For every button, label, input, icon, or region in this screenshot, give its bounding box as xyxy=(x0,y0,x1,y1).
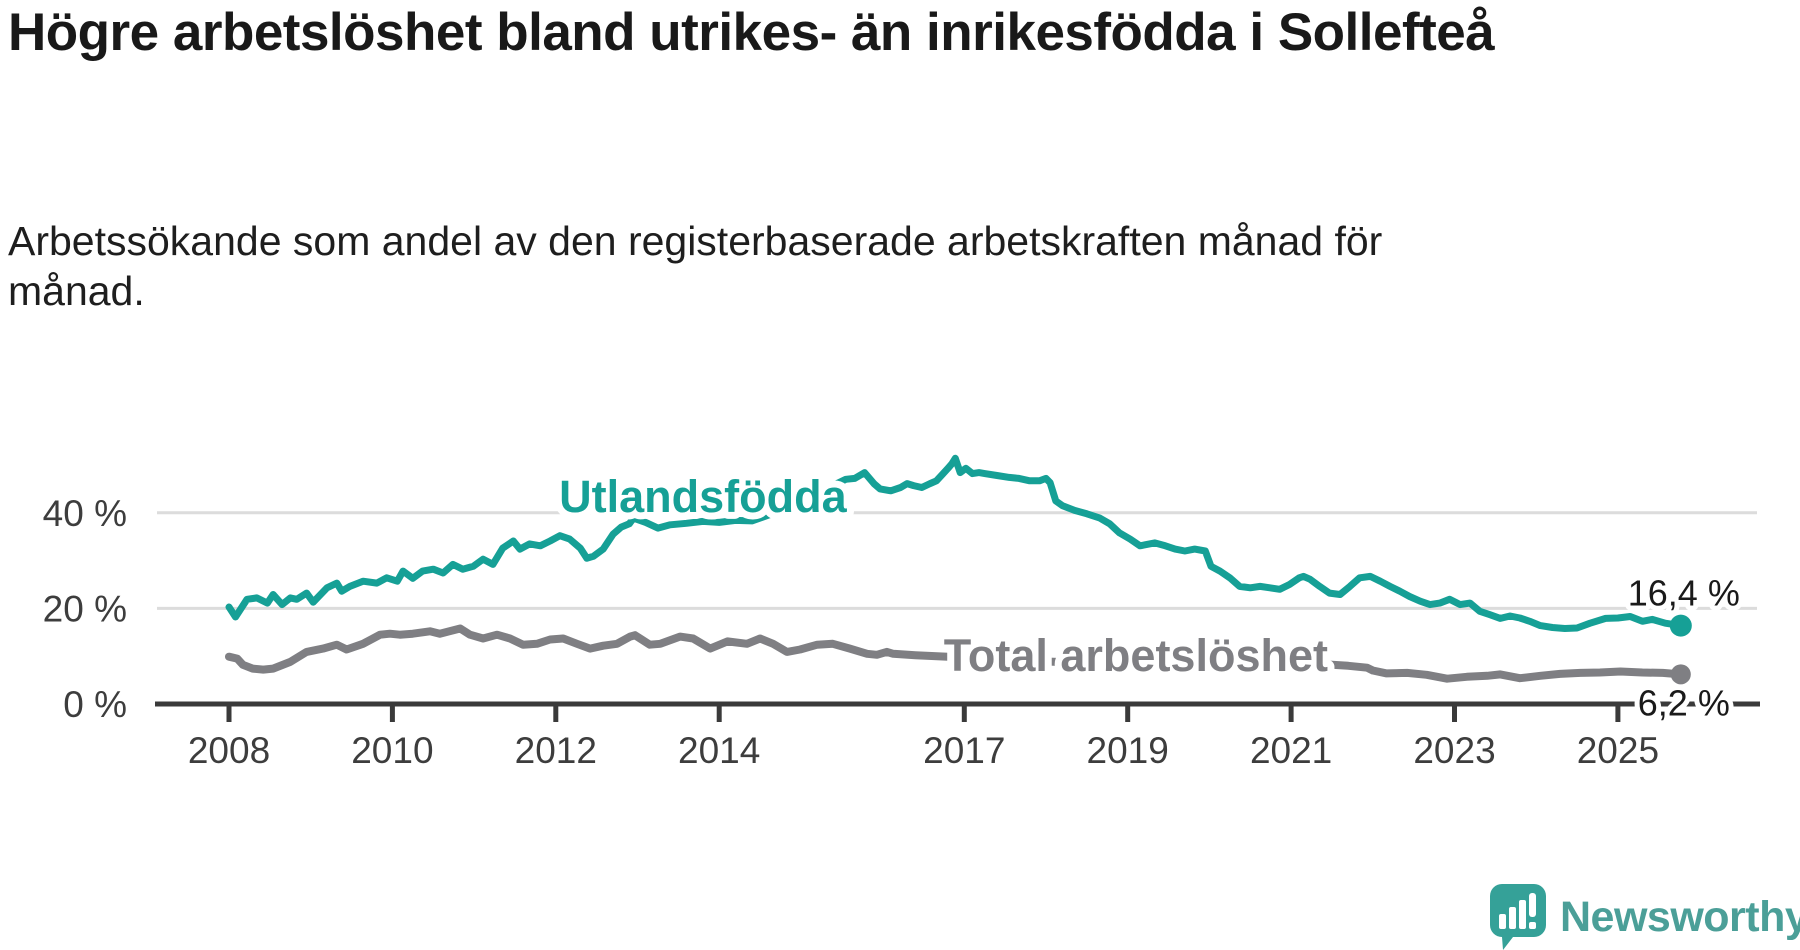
y-tick-label-0: 0 % xyxy=(63,684,127,725)
exclamation-bar xyxy=(1529,893,1536,917)
x-tick-label-2021: 2021 xyxy=(1250,730,1332,771)
bar-tall xyxy=(1519,900,1526,929)
end-dot-utlandsfodda xyxy=(1669,614,1692,637)
speech-bubble-shape xyxy=(1490,884,1546,950)
x-tick-label-2025: 2025 xyxy=(1577,730,1659,771)
x-tick-label-2012: 2012 xyxy=(515,730,597,771)
exclamation-dot xyxy=(1529,922,1536,929)
x-tick-label-2010: 2010 xyxy=(351,730,433,771)
end-value-label-total: 6,2 % xyxy=(1638,682,1730,723)
end-value-label-utlandsfodda: 16,4 % xyxy=(1628,573,1740,614)
y-tick-label-40: 40 % xyxy=(43,493,127,534)
x-tick-label-2014: 2014 xyxy=(678,730,760,771)
end-dot-total xyxy=(1670,664,1691,685)
series-label-total: Total arbetslöshet xyxy=(944,630,1328,681)
chart-title: Högre arbetslöshet bland utrikes- än inr… xyxy=(8,3,1495,62)
newsworthy-bubble-icon xyxy=(1490,884,1546,950)
x-tick-label-2017: 2017 xyxy=(923,730,1005,771)
newsworthy-wordmark: Newsworthy xyxy=(1560,892,1800,941)
bar-medium xyxy=(1509,907,1516,929)
x-tick-label-2019: 2019 xyxy=(1087,730,1169,771)
series-line-utlandsfodda xyxy=(225,454,1685,632)
x-tick-label-2023: 2023 xyxy=(1413,730,1495,771)
newsworthy-logo: Newsworthy xyxy=(1490,884,1800,950)
x-tick-label-2008: 2008 xyxy=(188,730,270,771)
series-line-total xyxy=(225,624,1685,683)
chart-subtitle: Arbetssökande som andel av den registerb… xyxy=(8,218,1383,315)
series-label-utlandsfodda: Utlandsfödda xyxy=(559,471,847,522)
y-tick-label-20: 20 % xyxy=(43,588,127,629)
bar-small xyxy=(1499,914,1506,929)
